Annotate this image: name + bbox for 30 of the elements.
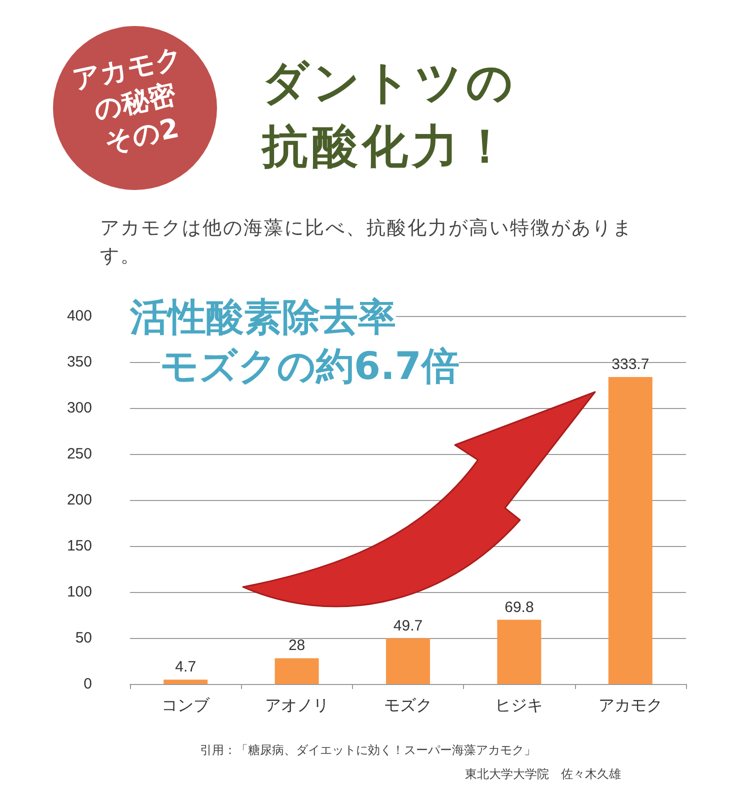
bar — [497, 620, 542, 684]
data-label: 69.8 — [504, 598, 534, 616]
y-tick-label: 50 — [75, 630, 92, 646]
x-tick-label: モズク — [384, 698, 432, 714]
y-tick-label: 300 — [66, 400, 92, 416]
bar — [164, 680, 208, 684]
x-tick-label: アカモク — [598, 698, 662, 714]
bar — [274, 658, 319, 684]
y-tick-label: 200 — [66, 492, 92, 508]
y-tick-label: 150 — [66, 538, 92, 554]
text: 引用：「糖尿病、ダイエットに効く！スーパー海藻アカモク」 — [200, 742, 536, 759]
x-tick-label: アオノリ — [264, 698, 329, 714]
annotation: モズクの約6.7倍 — [160, 343, 460, 389]
y-tick-label: 100 — [66, 584, 92, 600]
chart-title: ダントツの抗酸化力！ — [262, 54, 518, 175]
data-label: 49.7 — [393, 617, 423, 634]
bar — [386, 638, 430, 684]
y-tick-label: 400 — [66, 308, 92, 324]
y-tick-label: 350 — [66, 354, 92, 370]
y-tick-label: 0 — [84, 676, 92, 692]
data-label: 28 — [288, 637, 306, 654]
data-label: 4.7 — [175, 658, 196, 676]
text: 東北大学大学院 佐々木久雄 — [465, 766, 621, 783]
x-tick-label: コンブ — [162, 696, 211, 714]
chart-subtitle: アカモクは他の海藻に比べ、抗酸化力が高い特徴があります。 — [100, 216, 634, 269]
y-tick-label: 250 — [66, 446, 92, 462]
x-tick-label: ヒジキ — [495, 698, 544, 714]
data-label: 333.7 — [612, 356, 650, 373]
annotation: 活性酸素除去率 — [130, 294, 396, 340]
bar — [608, 376, 652, 684]
